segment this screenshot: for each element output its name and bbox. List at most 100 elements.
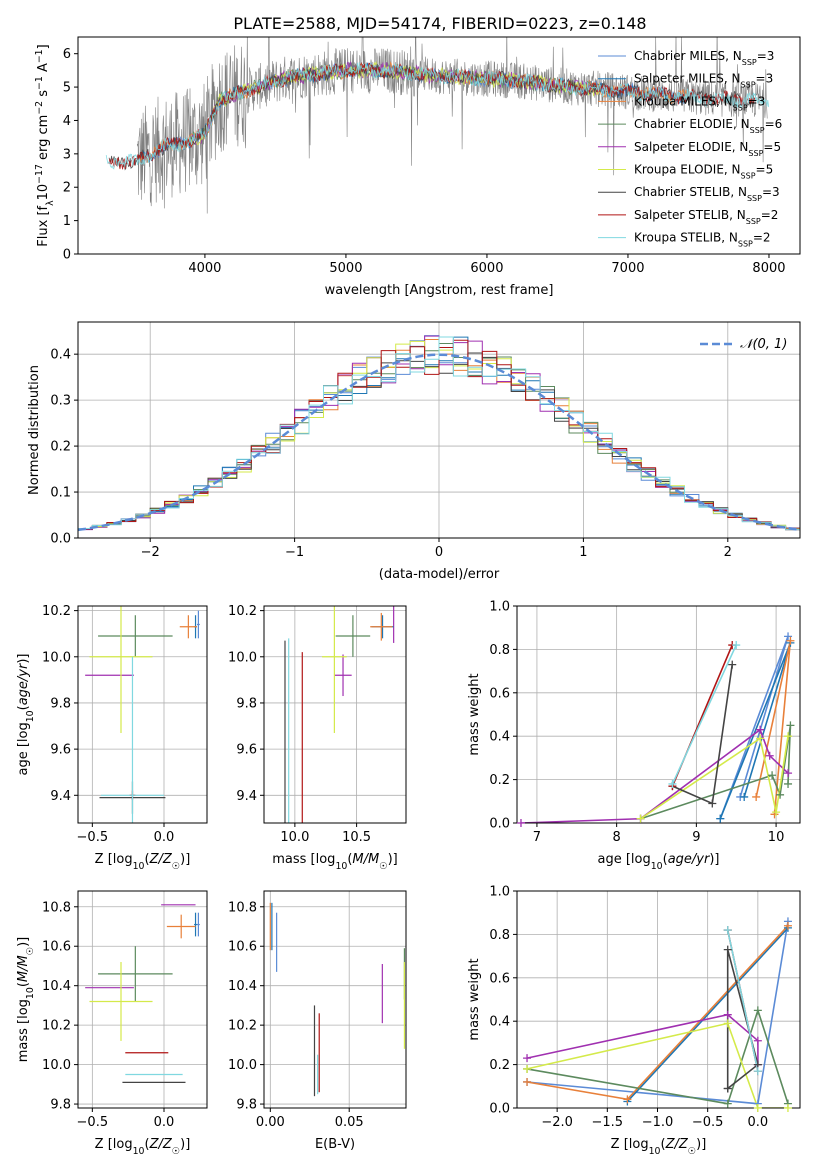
weight-point-kroupa_miles [786, 636, 795, 645]
label-part: A [36, 63, 51, 76]
label-part: 10 [649, 1146, 661, 1157]
y-tick-label: 0.4 [489, 730, 510, 745]
axes-frame [77, 36, 801, 255]
label-part: ☉ [688, 1146, 696, 1157]
legend-text: =3 [756, 72, 774, 86]
label-part: Z [log [95, 852, 133, 867]
legend-label: Salpeter ELODIE, NSSP=5 [634, 140, 781, 158]
axes-frame [77, 605, 208, 824]
legend-label: Kroupa MILES, NSSP=3 [634, 94, 765, 112]
y-tick-label: 0 [63, 248, 71, 263]
y-tick-label: 1.0 [489, 600, 510, 615]
label-part: −17 [34, 164, 45, 184]
legend-text: Salpeter ELODIE, N [634, 140, 748, 154]
label-part: erg cm [36, 115, 51, 164]
y-tick-label: 10.8 [42, 900, 71, 915]
weight-line-chabrier_elodie [526, 1007, 789, 1105]
weight-point-kroupa_elodie [636, 814, 645, 823]
figure-title: PLATE=2588, MJD=54174, FIBERID=0223, z=0… [233, 14, 646, 33]
weight-line-chabrier_stelib [672, 664, 733, 805]
label-part: 10 [25, 710, 36, 722]
y-tick-label: 10.0 [228, 650, 257, 665]
legend-text: Kroupa ELODIE, N [634, 163, 741, 177]
weight-point-chabrier_elodie [768, 771, 777, 780]
y-tick-label: 0.4 [489, 1015, 510, 1030]
y-tick-label: 5 [63, 81, 71, 96]
panel-mass-vs-metallicity: −0.5 0.09.810.010.210.410.610.8Z [log10(Z… [16, 890, 208, 1157]
label-part: ( [145, 852, 150, 867]
y-axis-label: age [log10(age/yr)] [16, 653, 36, 775]
x-tick-label: 10.5 [342, 830, 371, 845]
x-tick-label: 10 [768, 830, 785, 845]
axes-frame [263, 890, 407, 1109]
weight-point-kroupa_miles [783, 921, 792, 930]
label-part: ( [661, 1137, 666, 1152]
weight-line-kroupa_stelib [671, 644, 737, 785]
weight-point-salpeter_elodie [765, 751, 774, 760]
weight-point-chabrier_stelib [728, 660, 737, 669]
label-part: Z [log [95, 1137, 133, 1152]
plot-area [269, 902, 406, 1097]
legend-text: Kroupa MILES, N [634, 94, 733, 108]
x-tick-label: −1 [285, 545, 304, 560]
weight-point-salpeter_elodie [784, 769, 793, 778]
weight-point-kroupa_elodie [523, 1064, 532, 1073]
legend-label: Chabrier MILES, NSSP=3 [634, 49, 774, 67]
x-tick-label: −0.5 [692, 1115, 724, 1130]
label-part: ] [36, 44, 51, 49]
x-tick-label: 0.00 [256, 1115, 285, 1130]
weight-point-kroupa_stelib [732, 641, 741, 650]
x-axis-label: mass [log10(M/M☉)] [272, 852, 398, 872]
y-axis-label: mass weight [467, 673, 482, 755]
y-tick-label: 1.0 [489, 885, 510, 900]
label-part: E(B-V) [315, 1137, 355, 1152]
weight-point-kroupa_miles [623, 1095, 632, 1104]
legend-subscript: SSP [741, 171, 756, 180]
legend-label: Salpeter MILES, NSSP=3 [634, 72, 773, 90]
y-tick-label: 6 [63, 47, 71, 62]
weight-point-kroupa_elodie [783, 1104, 792, 1112]
legend-text: Chabrier ELODIE, N [634, 117, 750, 131]
legend-text: =3 [748, 94, 766, 108]
y-tick-label: 1 [63, 214, 71, 229]
weight-point-chabrier_stelib [723, 945, 732, 954]
label-part: age/yr [668, 852, 711, 867]
x-tick-label: 8 [613, 830, 621, 845]
label-part: 10 [651, 861, 663, 872]
model-spectrum-salpeter_elodie [190, 60, 600, 145]
legend-label: Chabrier ELODIE, NSSP=6 [634, 117, 782, 135]
y-tick-label: 0.2 [489, 773, 510, 788]
x-tick-label: 0.0 [154, 830, 175, 845]
plot-area [520, 636, 792, 823]
y-tick-label: 0.2 [50, 440, 71, 455]
x-tick-label: 0.05 [335, 1115, 364, 1130]
weight-line-salpeter_elodie [526, 1013, 759, 1065]
y-tick-label: 10.2 [228, 1019, 257, 1034]
x-tick-label: 4000 [188, 261, 221, 276]
weight-line-salpeter_miles [626, 927, 789, 1103]
y-axis-label: mass [log10(M/M☉)] [16, 937, 36, 1063]
y-tick-label: 0.8 [489, 928, 510, 943]
plot-area [85, 606, 200, 823]
legend-subscript: SSP [750, 126, 765, 135]
x-tick-label: 0 [435, 545, 443, 560]
legend-text: =2 [761, 208, 779, 222]
label-part: mass weight [467, 958, 482, 1040]
x-axis-label: wavelength [Angstrom, rest frame] [325, 283, 554, 298]
y-tick-label: 9.8 [50, 696, 71, 711]
legend: Chabrier MILES, NSSP=3 Salpeter MILES, NS… [598, 49, 782, 248]
label-part: M/M [352, 852, 379, 867]
label-part: Flux [f [36, 205, 51, 246]
y-tick-label: 0.3 [50, 394, 71, 409]
label-part: ( [16, 705, 31, 710]
weight-point-salpeter_miles [740, 792, 749, 801]
label-part: λ [45, 200, 56, 206]
x-axis-label: Z [log10(Z/Z☉)] [611, 1137, 707, 1157]
y-axis-label: mass weight [467, 958, 482, 1040]
legend-subscript: SSP [748, 148, 763, 157]
label-part: mass weight [467, 673, 482, 755]
x-tick-label: −2.0 [541, 1115, 573, 1130]
y-tick-label: 10.6 [42, 940, 71, 955]
